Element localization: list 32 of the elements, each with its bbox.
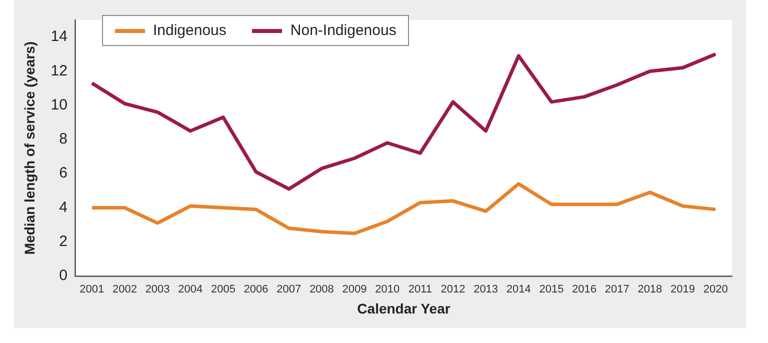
x-tick-label: 2003 <box>145 284 170 296</box>
x-tick-label: 2007 <box>276 284 302 296</box>
x-tick-label: 2013 <box>474 284 498 296</box>
x-tick-label: 2016 <box>572 284 597 296</box>
legend-label: Indigenous <box>153 22 226 39</box>
y-axis-title: Median length of service (years) <box>21 41 38 255</box>
x-tick-label: 2008 <box>309 284 334 296</box>
y-tick-label: 2 <box>59 233 68 250</box>
x-tick-label: 2012 <box>440 284 466 296</box>
x-tick-label: 2009 <box>342 284 367 296</box>
y-tick-label: 6 <box>59 164 68 182</box>
x-tick-label: 2017 <box>604 284 630 296</box>
y-tick-label: 10 <box>50 96 68 114</box>
x-tick-label: 2011 <box>408 284 432 296</box>
x-tick-label: 2010 <box>375 284 400 296</box>
y-tick-label: 4 <box>59 198 68 216</box>
x-tick-label: 2020 <box>703 284 728 296</box>
x-tick-label: 2004 <box>178 284 203 296</box>
x-tick-label: 2014 <box>506 284 531 296</box>
x-tick-label: 2015 <box>539 284 564 296</box>
x-tick-label: 2006 <box>244 284 268 296</box>
legend-label: Non-Indigenous <box>290 22 396 39</box>
x-tick-label: 2005 <box>210 284 236 296</box>
y-tick-label: 14 <box>50 28 68 46</box>
x-tick-label: 2019 <box>670 284 696 296</box>
y-tick-label: 12 <box>50 62 68 80</box>
y-tick-label: 0 <box>59 267 68 284</box>
x-tick-label: 2001 <box>80 284 104 296</box>
x-axis-title: Calendar Year <box>357 300 451 316</box>
y-tick-label: 8 <box>59 130 68 148</box>
x-tick-label: 2018 <box>638 284 662 296</box>
x-tick-label: 2002 <box>112 284 137 296</box>
